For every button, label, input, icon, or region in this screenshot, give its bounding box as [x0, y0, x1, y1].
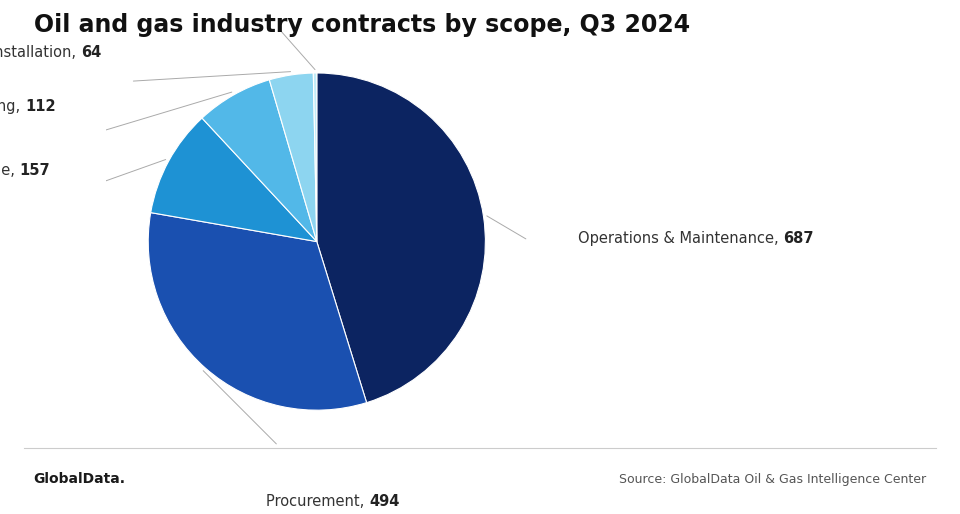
Text: 64: 64	[81, 45, 101, 60]
Wedge shape	[151, 118, 317, 242]
Text: 112: 112	[25, 99, 56, 114]
Text: 494: 494	[369, 494, 399, 509]
Wedge shape	[317, 73, 486, 402]
Text: Oil and gas industry contracts by scope, Q3 2024: Oil and gas industry contracts by scope,…	[34, 13, 689, 37]
Text: Multiple,: Multiple,	[0, 163, 20, 178]
Text: Source: GlobalData Oil & Gas Intelligence Center: Source: GlobalData Oil & Gas Intelligenc…	[619, 472, 926, 486]
Text: Procurement,: Procurement,	[266, 494, 369, 509]
Text: 157: 157	[20, 163, 51, 178]
Text: Operations & Maintenance,: Operations & Maintenance,	[578, 231, 783, 246]
Text: GlobalData.: GlobalData.	[34, 472, 126, 486]
Wedge shape	[270, 73, 317, 242]
Wedge shape	[313, 73, 317, 242]
Wedge shape	[148, 213, 367, 410]
Text: 687: 687	[783, 231, 814, 246]
Text: Design & Engineering,: Design & Engineering,	[0, 99, 25, 114]
Wedge shape	[202, 80, 317, 242]
Text: Construction, Installation,: Construction, Installation,	[0, 45, 81, 60]
